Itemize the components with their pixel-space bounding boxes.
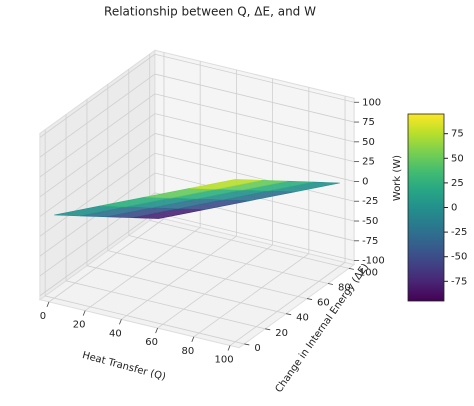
colorbar-tick-label: 50 (451, 153, 464, 164)
y-tick-label: 60 (317, 298, 330, 309)
tick-mark (46, 301, 50, 308)
x-tick-label: 40 (109, 328, 122, 339)
colorbar (407, 113, 445, 302)
grid-line (39, 133, 156, 217)
x-tick-label: 60 (145, 337, 158, 348)
x-tick-label: 100 (214, 355, 233, 366)
chart-title: Relationship between Q, ΔE, and W (104, 5, 316, 19)
z-tick-label: 50 (362, 137, 375, 148)
colorbar-tick-label: 25 (451, 178, 464, 189)
grid-line (193, 253, 310, 338)
y-tick-label: 40 (296, 313, 309, 324)
grid-line (157, 244, 273, 329)
tick-mark (286, 313, 292, 316)
x-tick-label: 80 (181, 346, 194, 357)
grid-line (154, 73, 355, 123)
grid-line (154, 93, 355, 143)
grid-line (39, 73, 156, 158)
plot-3d: 020406080100020406080100-100-75-50-25025… (38, 49, 385, 366)
grid-line (39, 93, 156, 178)
grid-line (154, 212, 355, 261)
y-tick-label: 80 (338, 282, 351, 293)
grid-line (65, 280, 266, 330)
grid-line (154, 53, 355, 103)
grid-line (154, 113, 355, 163)
x-tick-label: 0 (40, 311, 46, 322)
grid-line (154, 133, 355, 182)
z-tick-label: 25 (362, 157, 375, 168)
z-tick-label: -75 (362, 236, 378, 247)
tick-mark (265, 328, 271, 331)
tick-mark (348, 267, 354, 270)
grid-line (39, 212, 156, 297)
grid-line (39, 53, 156, 138)
z-axis-label: Work (W) (392, 155, 403, 201)
grid-line (39, 152, 156, 237)
grid-line (48, 218, 165, 303)
tick-mark (244, 343, 250, 346)
z-tick-label: -25 (362, 196, 378, 207)
y-tick-label: 100 (359, 267, 378, 278)
grid-line (229, 262, 346, 346)
z-tick-label: 0 (362, 176, 368, 187)
grid-line (86, 265, 287, 315)
z-tick-label: 75 (362, 117, 375, 128)
colorbar-tick-label: -75 (451, 276, 467, 287)
grid-line (149, 219, 349, 269)
x-tick-label: 20 (73, 320, 86, 331)
tick-mark (155, 327, 158, 334)
z-tick-label: 100 (362, 97, 381, 108)
colorbar-tick-label: -25 (451, 227, 467, 238)
grid-line (39, 113, 156, 198)
grid-line (121, 235, 237, 320)
tick-mark (191, 336, 195, 342)
grid-line (107, 250, 308, 299)
z-tick-label: -100 (362, 256, 385, 267)
tick-mark (82, 310, 86, 316)
y-tick-label: 0 (254, 343, 260, 354)
tick-mark (119, 319, 122, 325)
surface-patch (189, 179, 262, 190)
tick-mark (327, 283, 334, 285)
colorbar-tick-label: -50 (451, 252, 467, 263)
z-tick-label: -50 (362, 216, 378, 227)
tick-mark (306, 298, 313, 300)
grid-line (45, 295, 245, 345)
x-axis-label: Heat Transfer (Q) (81, 350, 167, 383)
tick-mark (227, 345, 231, 351)
y-tick-label: 20 (275, 328, 288, 339)
grid-line (154, 152, 355, 202)
colorbar-tick-label: 75 (451, 129, 464, 140)
grid-line (84, 227, 201, 311)
colorbar-tick-label: 0 (451, 203, 457, 214)
grid-line (128, 235, 329, 284)
